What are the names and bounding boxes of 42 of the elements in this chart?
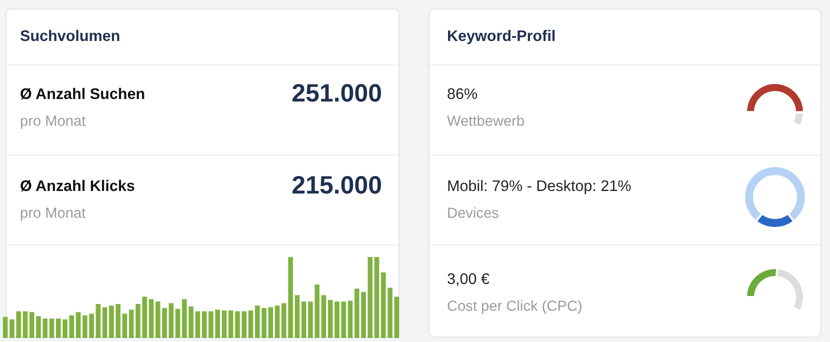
bar xyxy=(202,311,207,338)
bar xyxy=(29,312,34,338)
text: Keyword-Profil xyxy=(448,30,555,44)
bar xyxy=(22,311,28,338)
bar xyxy=(348,300,353,338)
text: Mobil: 79% - Desktop: 21% xyxy=(448,180,631,194)
text: 3,00 € xyxy=(448,273,490,286)
bar xyxy=(49,318,54,338)
bar xyxy=(268,307,274,338)
text: Devices xyxy=(448,207,498,218)
bar xyxy=(195,311,200,338)
text: 215.000 xyxy=(292,176,381,194)
text: Wettbewerb xyxy=(447,115,524,126)
bar xyxy=(294,295,300,338)
bar xyxy=(96,304,101,338)
text: pro Monat xyxy=(20,208,86,221)
text: 251.000 xyxy=(292,84,381,102)
bar xyxy=(394,296,400,338)
bar xyxy=(328,300,333,338)
bar xyxy=(175,308,180,338)
text: Cost per Click (CPC) xyxy=(448,300,582,314)
bar xyxy=(301,302,306,338)
text: Suchvolumen xyxy=(20,30,120,42)
bar xyxy=(122,314,128,338)
bar xyxy=(128,310,134,338)
bar xyxy=(222,310,227,338)
bar xyxy=(274,306,280,338)
bar xyxy=(2,316,8,338)
bar xyxy=(168,303,174,338)
bar xyxy=(321,295,326,338)
bar xyxy=(102,307,108,338)
bar xyxy=(76,312,81,338)
text: pro Monat xyxy=(20,116,86,129)
text: Ø Anzahl Klicks xyxy=(20,180,134,192)
text: Ø Anzahl Suchen xyxy=(20,88,144,100)
bar xyxy=(228,310,234,338)
bar xyxy=(69,315,74,338)
bar xyxy=(368,257,373,338)
bar xyxy=(374,257,380,338)
bar xyxy=(148,299,154,338)
bar xyxy=(248,310,254,338)
text: 86% xyxy=(448,88,478,100)
